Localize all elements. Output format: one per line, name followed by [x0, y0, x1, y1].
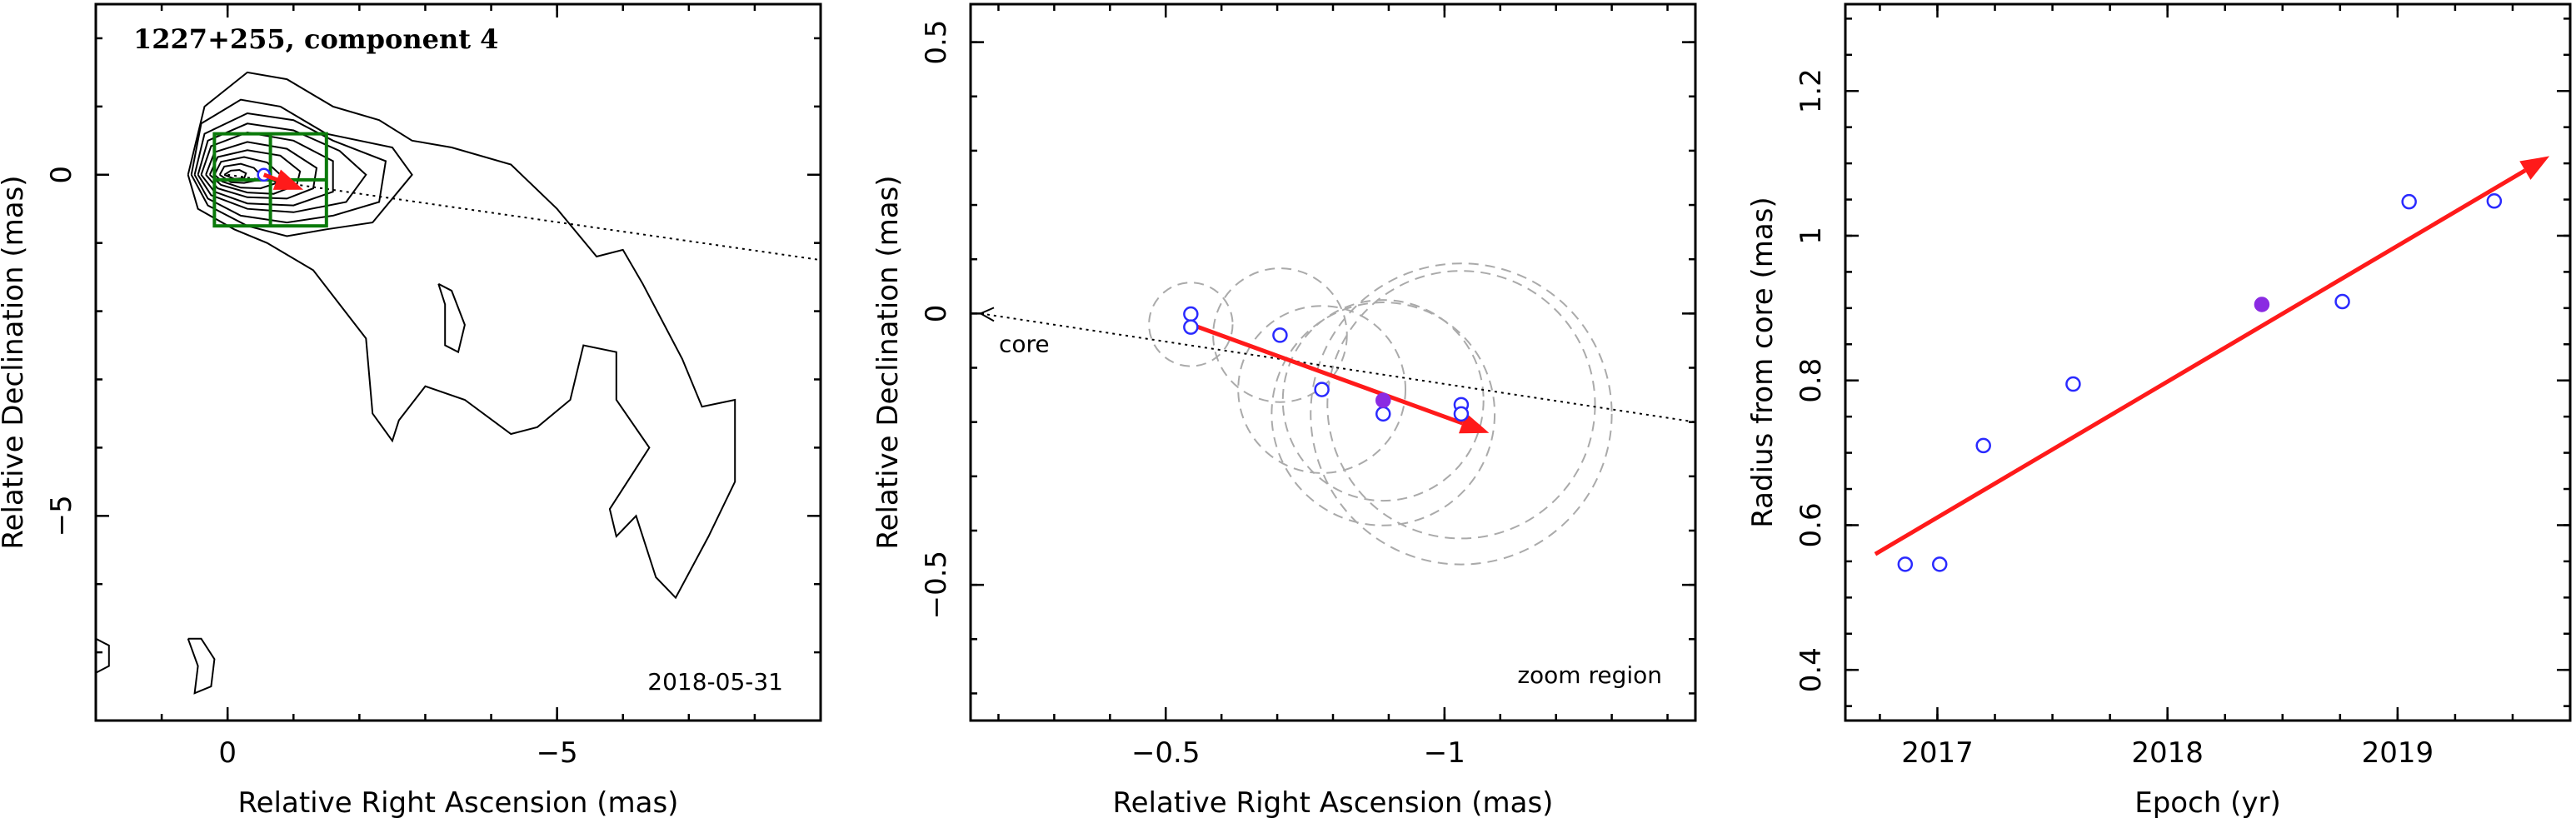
- y-axis-label: Relative Declination (mas): [0, 175, 30, 549]
- epoch-date-label: 2018-05-31: [647, 668, 783, 696]
- contour-line: [96, 637, 110, 674]
- contour-map: [96, 71, 821, 695]
- x-tick-label: −1: [1424, 736, 1465, 770]
- chart-title: 1227+255, component 4: [133, 23, 498, 55]
- data-point: [2065, 376, 2081, 392]
- trend-arrow-shaft: [1190, 322, 1464, 426]
- x-axis-label: Relative Right Ascension (mas): [238, 786, 679, 820]
- y-tick-label: 0.5: [920, 20, 953, 65]
- data-point: [1375, 406, 1391, 422]
- x-tick-label: −0.5: [1131, 736, 1201, 770]
- data-point: [2486, 193, 2503, 209]
- data-point: [1272, 327, 1288, 343]
- data-point: [1453, 406, 1470, 422]
- data-point: [1183, 319, 1199, 335]
- trend-arrow-head: [2519, 156, 2550, 180]
- plot-frame: [94, 2, 822, 722]
- contour-line: [205, 141, 318, 200]
- x-tick-label: 2018: [2131, 736, 2204, 770]
- x-tick-label: 2019: [2362, 736, 2434, 770]
- y-tick-label: −0.5: [920, 551, 953, 620]
- contour-line: [187, 637, 216, 695]
- zoom-region-label: zoom region: [1517, 661, 1662, 689]
- plot-frame: [969, 2, 1697, 722]
- x-axis-label: Epoch (yr): [2134, 786, 2281, 820]
- y-tick-label: 0: [920, 305, 953, 323]
- y-tick-label: 1: [1795, 227, 1828, 245]
- y-tick-label: 0: [45, 166, 78, 184]
- data-point-current: [2254, 297, 2270, 312]
- plot-frame: [1844, 2, 2572, 722]
- core-label: core: [999, 330, 1050, 357]
- y-tick-label: 1.2: [1795, 68, 1828, 113]
- y-tick-label: −5: [45, 495, 78, 536]
- fit-circle: [1281, 299, 1485, 502]
- motion-direction-line: [980, 312, 1695, 423]
- contour-line: [197, 122, 367, 213]
- data-point: [2401, 193, 2417, 210]
- data-point: [2334, 293, 2350, 310]
- component-arrow-head: [272, 169, 304, 190]
- contour-line: [437, 282, 466, 354]
- data-point: [1897, 556, 1914, 572]
- data-point: [1931, 556, 1948, 572]
- fit-circle: [1212, 267, 1348, 403]
- data-point: [1314, 382, 1330, 397]
- fit-circle: [1326, 270, 1596, 540]
- fit-circle: [1310, 262, 1613, 566]
- y-tick-label: 0.6: [1795, 502, 1828, 547]
- x-axis-label: Relative Right Ascension (mas): [1113, 786, 1554, 820]
- contour-line: [187, 71, 736, 600]
- fit-circle: [1271, 302, 1496, 526]
- y-axis-label: Relative Declination (mas): [871, 175, 905, 549]
- contour-line: [193, 112, 387, 224]
- y-tick-label: 0.4: [1795, 647, 1828, 692]
- y-axis-label: Radius from core (mas): [1746, 197, 1780, 527]
- fit-circle: [1237, 305, 1406, 474]
- component-arrow-shaft: [262, 172, 278, 182]
- contour-line: [208, 149, 302, 195]
- y-tick-label: 0.8: [1795, 358, 1828, 403]
- data-point: [1183, 306, 1199, 322]
- x-tick-label: −5: [537, 736, 578, 770]
- radius-plot: [1874, 156, 2550, 572]
- fit-circle: [1148, 282, 1234, 367]
- contour-line: [200, 131, 334, 207]
- zoom-plot: core: [978, 262, 1695, 566]
- x-tick-label: 2017: [1901, 736, 1974, 770]
- data-point-current: [1375, 392, 1391, 408]
- trend-arrow-shaft: [1874, 168, 2527, 556]
- x-tick-label: 0: [218, 736, 237, 770]
- data-point: [1975, 437, 1991, 454]
